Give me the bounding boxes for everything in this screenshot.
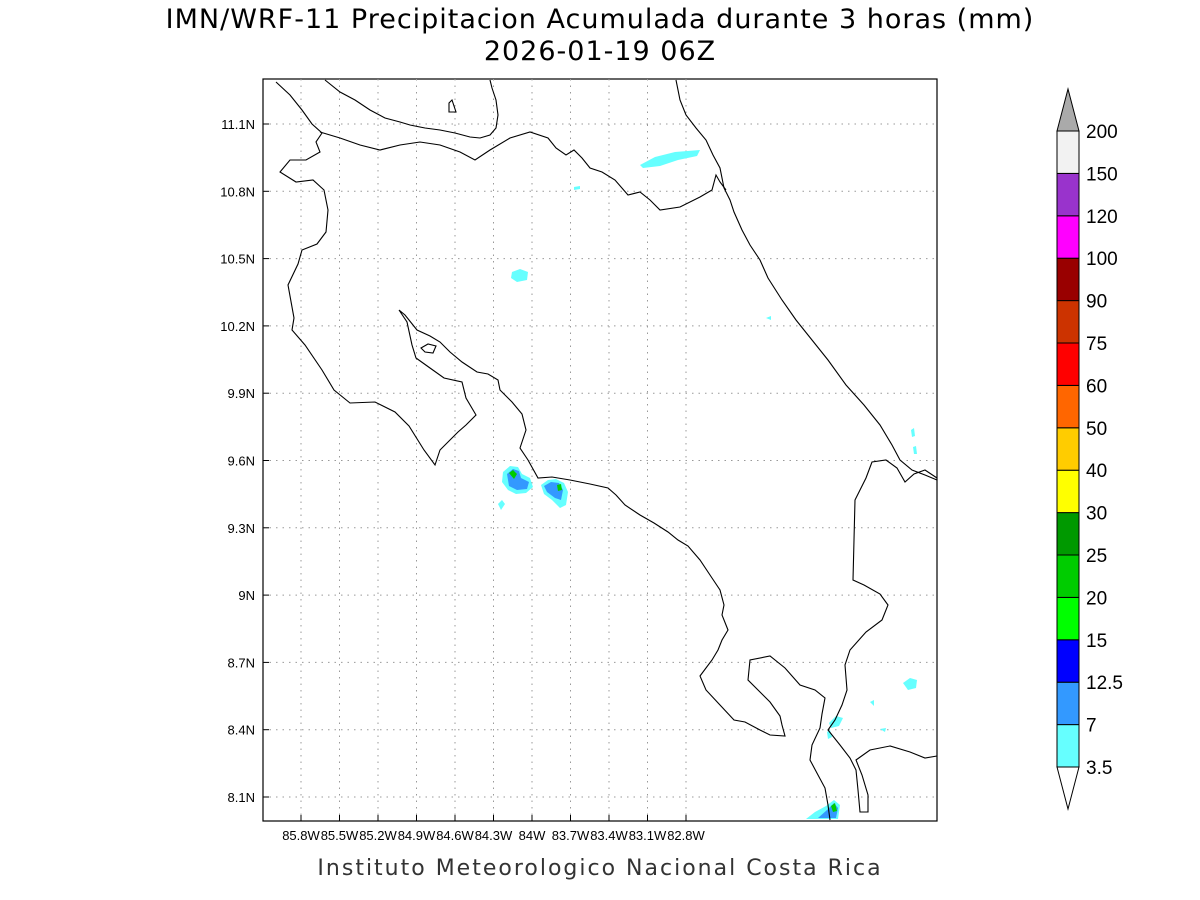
colorbar-bin (1056, 639, 1080, 683)
lat-tick-label: 8.1N (228, 790, 255, 805)
colorbar-label: 200 (1086, 122, 1118, 143)
precip-area-tiny-1 (766, 316, 771, 320)
border-nicaragua (319, 131, 727, 211)
lat-tick-label: 10.8N (220, 184, 255, 199)
lat-tick-label: 9N (238, 588, 255, 603)
map-title: IMN/WRF-11 Precipitacion Acumulada duran… (165, 4, 1035, 35)
colorbar-label: 40 (1086, 461, 1107, 482)
lon-tick-label: 85.8W (282, 828, 320, 843)
lat-tick-label: 11.1N (221, 117, 255, 132)
precip-area-nicoya-gulf-west-core (509, 470, 517, 479)
colorbar-label: 30 (1086, 504, 1107, 525)
colorbar-label: 12.5 (1086, 673, 1123, 694)
longitude-tick-labels: 85.8W 85.5W 85.2W 84.9W 84.6W 84.3W 84W 83.7W 83… (282, 828, 705, 843)
lon-tick-label: 84.9W (398, 828, 436, 843)
precip-area-caribbean-east2 (913, 446, 917, 454)
map-subtitle-datetime: 2026-01-19 06Z (483, 36, 717, 67)
lat-tick-label: 9.9N (228, 386, 255, 401)
data-credit: Instituto Meteorologico Nacional Costa R… (317, 856, 883, 881)
colorbar-bin (1056, 257, 1080, 302)
colorbar-bin (1056, 130, 1080, 174)
colorbar-bin (1056, 724, 1080, 768)
colorbar-label: 90 (1086, 292, 1107, 313)
lon-tick-label: 83.7W (552, 828, 590, 843)
coastline-pacific-north (275, 81, 831, 821)
lon-tick-label: 85.2W (359, 828, 397, 843)
lat-tick-label: 10.2N (220, 319, 255, 334)
map-frame (262, 78, 938, 822)
lon-tick-label: 84W (519, 828, 546, 843)
colorbar-upper-triangle (1056, 87, 1080, 132)
lat-tick-label: 9.3N (228, 521, 255, 536)
colorbar-bin (1056, 681, 1080, 726)
lon-tick-label: 83.4W (590, 828, 628, 843)
precip-area-tiny-4 (870, 700, 874, 706)
colorbar-bin (1056, 300, 1080, 344)
lat-tick-label: 8.7N (228, 655, 255, 670)
map-gridlines (263, 79, 937, 821)
colorbar-bin (1056, 596, 1080, 641)
precip-area-south-border-core (831, 803, 837, 812)
coastlines (275, 79, 938, 821)
colorbar-bin (1056, 342, 1080, 386)
colorbar-label: 20 (1086, 588, 1107, 609)
colorbar-label: 15 (1086, 631, 1107, 652)
precip-area-osa-small (827, 730, 832, 739)
coastline-caribbean (675, 79, 938, 481)
colorbar-label: 25 (1086, 546, 1107, 567)
precipitation-colorbar: 3.5 7 12.5 15 20 25 30 40 50 60 75 90 100 120 150 200 (1056, 87, 1123, 811)
colorbar-label: 75 (1086, 334, 1107, 355)
island-chira (420, 343, 437, 354)
precip-area-tiny-3 (880, 728, 886, 732)
colorbar-label: 120 (1086, 207, 1118, 228)
precip-area-north-small (511, 269, 528, 282)
colorbar-bin (1056, 469, 1080, 514)
latitude-tick-labels: 11.1N 10.8N 10.5N 10.2N 9.9N 9.6N 9.3N 9N 8.7N 8.… (220, 117, 255, 805)
precip-area-north-caribbean (640, 150, 700, 168)
lat-tick-label: 10.5N (220, 252, 255, 267)
colorbar-bin (1056, 427, 1080, 471)
coastline-nicaragua-lake (324, 79, 499, 139)
precip-area-osa (829, 716, 843, 728)
colorbar-bin (1056, 172, 1080, 217)
colorbar-label: 150 (1086, 164, 1118, 185)
colorbar-label: 3.5 (1086, 758, 1112, 779)
lon-tick-label: 85.5W (321, 828, 359, 843)
lon-tick-label: 83.1W (629, 828, 667, 843)
colorbar-label: 7 (1086, 716, 1097, 737)
lon-tick-label: 84.6W (436, 828, 474, 843)
colorbar-bin (1056, 554, 1080, 598)
precip-area-nicoya-gulf-east-core (557, 484, 562, 491)
colorbar-label: 50 (1086, 419, 1107, 440)
precip-area-small-west (498, 500, 505, 510)
lon-tick-label: 84.3W (475, 828, 513, 843)
colorbar-label: 100 (1086, 249, 1118, 270)
colorbar-lower-triangle (1056, 766, 1080, 811)
lon-tick-label: 82.8W (667, 828, 705, 843)
lat-tick-label: 8.4N (228, 723, 255, 738)
colorbar-bin (1056, 215, 1080, 259)
colorbar-bin (1056, 384, 1080, 429)
colorbar-label: 60 (1086, 376, 1107, 397)
precip-area-south-caribbean (903, 678, 917, 690)
precip-area-tiny-2 (574, 186, 580, 190)
lat-tick-label: 9.6N (228, 454, 255, 469)
border-panama-north (827, 459, 938, 813)
precip-area-caribbean-east (911, 428, 915, 437)
island-north (448, 98, 457, 113)
precipitation-areas (498, 150, 917, 819)
colorbar-bin (1056, 512, 1080, 556)
